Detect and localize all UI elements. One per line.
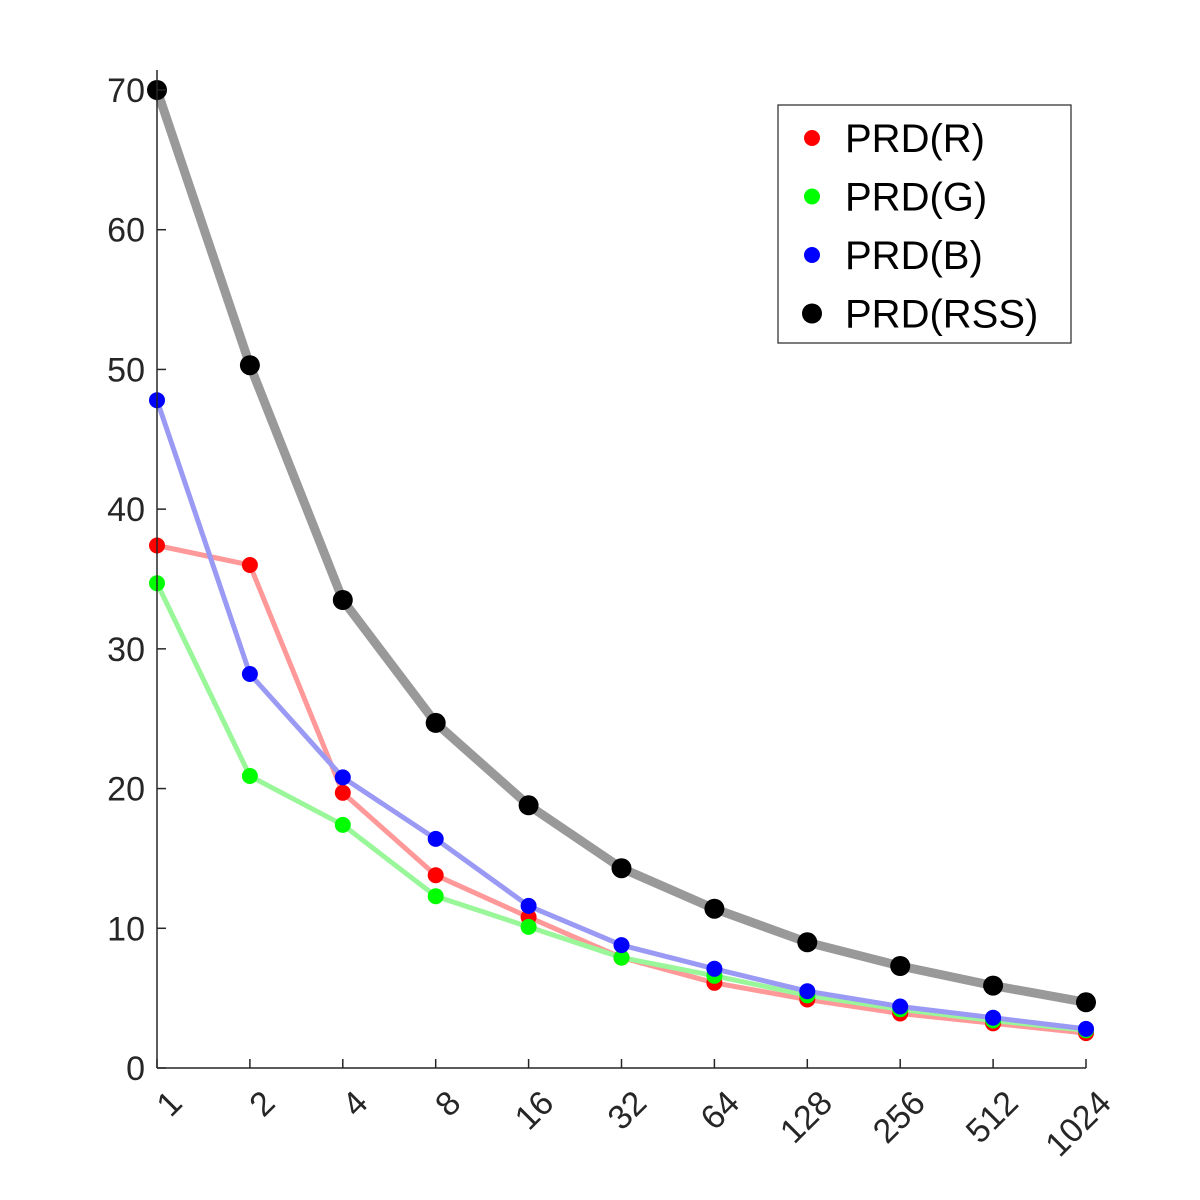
data-point <box>334 816 351 833</box>
x-tick-label: 32 <box>601 1084 655 1138</box>
data-point <box>427 830 444 847</box>
x-tick-label: 512 <box>959 1084 1026 1151</box>
data-point <box>520 897 537 914</box>
legend-label: PRD(R) <box>845 117 985 161</box>
data-point <box>706 960 723 977</box>
y-tick-label: 10 <box>107 910 145 948</box>
data-point <box>613 937 630 954</box>
data-point <box>427 867 444 884</box>
data-point <box>518 795 539 816</box>
data-point <box>1078 1020 1094 1037</box>
x-tick-label: 4 <box>335 1084 375 1124</box>
data-point <box>520 918 537 935</box>
data-point <box>427 888 444 905</box>
x-tick-label: 64 <box>693 1084 747 1138</box>
data-point <box>241 557 258 573</box>
legend: PRD(R) PRD(G) PRD(B) PRD(RSS) <box>777 104 1072 344</box>
x-tick-label: 1024 <box>1038 1084 1118 1164</box>
x-tick-label: 128 <box>773 1084 840 1151</box>
data-point <box>332 590 353 610</box>
legend-label: PRD(RSS) <box>845 293 1038 337</box>
data-point <box>983 975 1004 996</box>
legend-marker <box>804 130 820 146</box>
data-point <box>611 858 632 879</box>
y-tick-label: 30 <box>107 631 145 669</box>
data-point <box>797 932 818 953</box>
legend-label: PRD(B) <box>845 234 983 278</box>
data-point <box>334 769 351 786</box>
data-point <box>613 949 630 966</box>
data-point <box>334 784 351 801</box>
y-tick-label: 20 <box>107 771 145 809</box>
y-tick-label: 50 <box>107 351 145 389</box>
y-tick-label: 0 <box>126 1050 145 1088</box>
legend-label: PRD(G) <box>845 176 987 220</box>
data-point <box>985 1009 1002 1026</box>
legend-marker <box>802 303 822 324</box>
data-point <box>1076 992 1096 1013</box>
data-point <box>704 898 725 919</box>
data-point <box>241 666 258 682</box>
x-tick-label: 8 <box>428 1084 468 1124</box>
data-point <box>241 768 258 784</box>
y-tick-label: 60 <box>107 212 145 250</box>
series-markers <box>147 80 1096 1042</box>
legend-marker <box>804 247 820 263</box>
x-tick-label: 1 <box>149 1084 189 1124</box>
data-point <box>892 998 909 1015</box>
x-tick-label: 2 <box>242 1084 282 1124</box>
y-tick-label: 40 <box>107 491 145 529</box>
data-point <box>425 712 446 733</box>
x-tick-label: 256 <box>866 1084 933 1151</box>
data-point <box>890 956 911 976</box>
y-tick-label: 70 <box>107 72 145 110</box>
legend-marker <box>804 188 820 205</box>
data-point <box>799 983 816 1000</box>
x-tick-label: 16 <box>508 1084 562 1138</box>
legend-box <box>777 104 1072 344</box>
data-point <box>239 355 260 376</box>
